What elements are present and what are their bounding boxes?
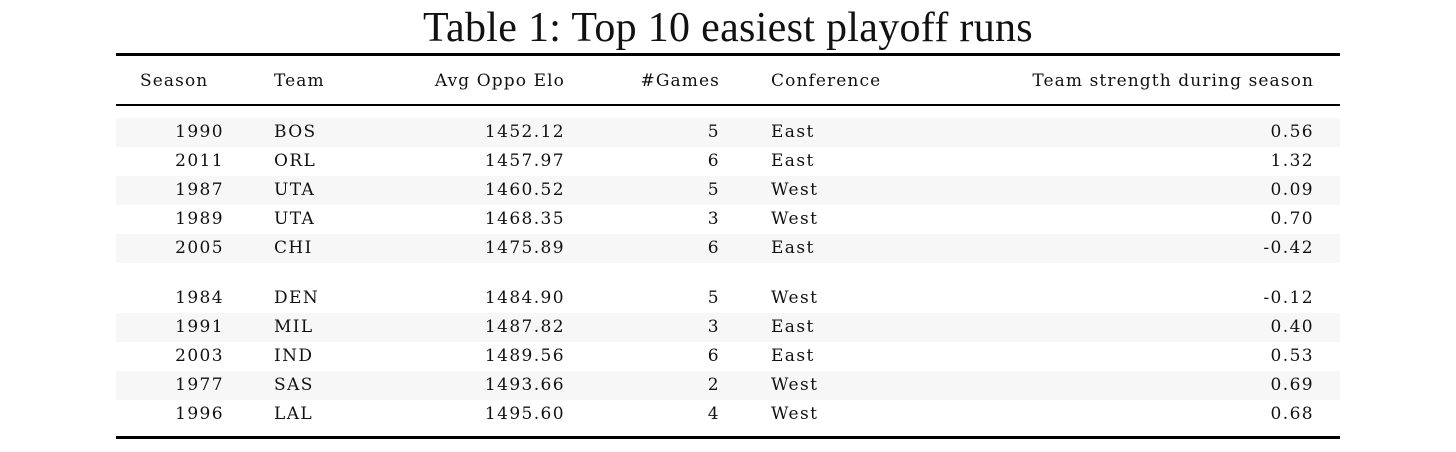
- table-caption: Table 1: Top 10 easiest playoff runs: [423, 5, 1033, 51]
- cell-season: 1996: [175, 404, 224, 424]
- cell-avg-oppo-elo: 1487.82: [484, 317, 565, 337]
- cell-team: SAS: [274, 375, 314, 395]
- cell-season: 1984: [175, 288, 224, 308]
- table-row: 2003 IND 1489.56 6 East 0.53: [116, 342, 1340, 371]
- cell-games: 3: [707, 209, 720, 229]
- cell-avg-oppo-elo: 1460.52: [484, 180, 565, 200]
- cell-conference: East: [771, 238, 815, 258]
- cell-avg-oppo-elo: 1468.35: [484, 209, 565, 229]
- cell-season: 1991: [175, 317, 224, 337]
- table-row: 1987 UTA 1460.52 5 West 0.09: [116, 176, 1340, 205]
- header-team-strength: Team strength during season: [1032, 71, 1314, 91]
- cell-team-strength: 0.09: [1270, 180, 1314, 200]
- cell-team: UTA: [274, 209, 316, 229]
- table-row: 1996 LAL 1495.60 4 West 0.68: [116, 400, 1340, 429]
- table-row: 1984 DEN 1484.90 5 West -0.12: [116, 284, 1340, 313]
- cell-games: 4: [707, 404, 720, 424]
- cell-team-strength: 1.32: [1270, 151, 1314, 171]
- cell-avg-oppo-elo: 1495.60: [484, 404, 565, 424]
- cell-avg-oppo-elo: 1457.97: [484, 151, 565, 171]
- cell-conference: West: [771, 375, 819, 395]
- cell-team-strength: -0.42: [1263, 238, 1314, 258]
- cell-team: CHI: [274, 238, 313, 258]
- cell-conference: East: [771, 122, 815, 142]
- cell-conference: West: [771, 209, 819, 229]
- cell-conference: East: [771, 151, 815, 171]
- cell-conference: East: [771, 317, 815, 337]
- top-rule: [116, 53, 1340, 56]
- table-row: 1977 SAS 1493.66 2 West 0.69: [116, 371, 1340, 400]
- cell-games: 5: [707, 122, 720, 142]
- cell-team: IND: [274, 346, 314, 366]
- cell-games: 3: [707, 317, 720, 337]
- cell-team-strength: 0.53: [1270, 346, 1314, 366]
- cell-avg-oppo-elo: 1475.89: [484, 238, 565, 258]
- cell-conference: West: [771, 404, 819, 424]
- cell-avg-oppo-elo: 1489.56: [484, 346, 565, 366]
- cell-avg-oppo-elo: 1452.12: [484, 122, 565, 142]
- header-team: Team: [274, 71, 325, 91]
- header-season: Season: [140, 71, 209, 91]
- table-row: 2011 ORL 1457.97 6 East 1.32: [116, 147, 1340, 176]
- cell-team-strength: 0.70: [1270, 209, 1314, 229]
- header-games: #Games: [640, 71, 720, 91]
- cell-season: 2011: [175, 151, 224, 171]
- cell-team: LAL: [274, 404, 314, 424]
- cell-games: 2: [707, 375, 720, 395]
- cell-team-strength: 0.40: [1270, 317, 1314, 337]
- cell-games: 6: [707, 238, 720, 258]
- cell-conference: West: [771, 180, 819, 200]
- cell-games: 5: [707, 288, 720, 308]
- cell-team-strength: 0.69: [1270, 375, 1314, 395]
- table-header-row: Season Team Avg Oppo Elo #Games Conferen…: [116, 67, 1340, 96]
- header-conference: Conference: [771, 71, 882, 91]
- table-row: 2005 CHI 1475.89 6 East -0.42: [116, 234, 1340, 263]
- cell-team: MIL: [274, 317, 314, 337]
- header-avg-oppo-elo: Avg Oppo Elo: [434, 71, 565, 91]
- cell-season: 1977: [175, 375, 224, 395]
- cell-games: 6: [707, 151, 720, 171]
- table-row: 1990 BOS 1452.12 5 East 0.56: [116, 118, 1340, 147]
- header-rule: [116, 104, 1340, 106]
- cell-games: 5: [707, 180, 720, 200]
- bottom-rule: [116, 436, 1340, 439]
- cell-games: 6: [707, 346, 720, 366]
- cell-avg-oppo-elo: 1493.66: [484, 375, 565, 395]
- cell-conference: West: [771, 288, 819, 308]
- cell-season: 1989: [175, 209, 224, 229]
- cell-avg-oppo-elo: 1484.90: [484, 288, 565, 308]
- cell-season: 2003: [175, 346, 224, 366]
- cell-team: ORL: [274, 151, 317, 171]
- cell-season: 1990: [175, 122, 224, 142]
- cell-team-strength: 0.56: [1270, 122, 1314, 142]
- cell-team: BOS: [274, 122, 317, 142]
- cell-season: 1987: [175, 180, 224, 200]
- cell-season: 2005: [175, 238, 224, 258]
- cell-team: UTA: [274, 180, 316, 200]
- cell-conference: East: [771, 346, 815, 366]
- table-row: 1989 UTA 1468.35 3 West 0.70: [116, 205, 1340, 234]
- cell-team-strength: -0.12: [1263, 288, 1314, 308]
- cell-team-strength: 0.68: [1270, 404, 1314, 424]
- table-row: 1991 MIL 1487.82 3 East 0.40: [116, 313, 1340, 342]
- cell-team: DEN: [274, 288, 320, 308]
